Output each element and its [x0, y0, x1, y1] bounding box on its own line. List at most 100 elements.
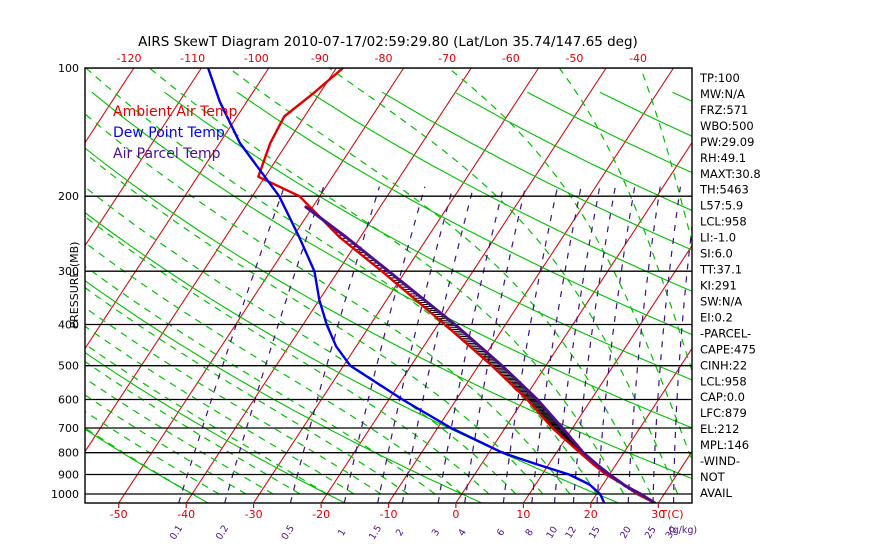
- mixing-ratio-tick: 1: [336, 527, 349, 538]
- top-temp-tick: -40: [629, 52, 647, 65]
- mixing-ratio-tick: 6: [495, 527, 508, 538]
- pressure-tick-label: 100: [58, 62, 79, 75]
- mixing-ratio-line: [652, 186, 681, 503]
- moist-adiabat-line: [85, 68, 598, 495]
- top-temp-tick: -120: [117, 52, 142, 65]
- mixing-ratio-line: [178, 186, 285, 503]
- moist-adiabat-line: [85, 360, 301, 495]
- top-temp-tick: -80: [375, 52, 393, 65]
- parameter-line: CAP:0.0: [700, 390, 745, 404]
- moist-adiabat-line: [85, 306, 382, 495]
- mixing-ratio-line: [596, 186, 636, 503]
- isotherm-line: [388, 68, 674, 503]
- pressure-tick-label: 800: [58, 447, 79, 460]
- isotherm-line: [455, 141, 692, 503]
- parameter-line: WBO:500: [700, 119, 754, 133]
- top-temp-tick: -90: [311, 52, 329, 65]
- mixing-ratio-line: [289, 186, 380, 503]
- page-title: AIRS SkewT Diagram 2010-07-17/02:59:29.8…: [138, 34, 638, 50]
- dry-adiabat-line: [91, 91, 692, 429]
- parameter-line: CINH:22: [700, 358, 747, 372]
- isotherm-line: [118, 68, 405, 503]
- isobar-gridlines: [85, 68, 692, 495]
- top-temp-tick: -110: [180, 52, 205, 65]
- bottom-temperature-axis: -50 -40 -30 -20 -10 0 10 20 30: [110, 503, 665, 521]
- mixing-ratio-line: [437, 186, 505, 503]
- mixing-ratio-tick: 8: [523, 527, 536, 538]
- mixing-ratio-line: [673, 222, 692, 503]
- parameter-line: NOT: [700, 470, 726, 484]
- bottom-temp-tick: -50: [110, 508, 128, 521]
- pressure-tick-label: 300: [58, 265, 79, 278]
- parameter-line: CAPE:475: [700, 342, 756, 356]
- parameter-line: FRZ:571: [700, 103, 748, 117]
- parameter-line: AVAIL: [700, 486, 733, 500]
- parameter-line: TT:37.1: [699, 263, 742, 277]
- mixing-ratio-tick: 25: [643, 525, 659, 541]
- mixing-ratio-tick: 10: [545, 525, 561, 541]
- parameter-line: LCL:958: [700, 215, 747, 229]
- mixing-ratio-line: [224, 186, 325, 503]
- mixing-ratio-line: [572, 186, 616, 503]
- mixing-ratio-tick: 3: [430, 527, 443, 538]
- mixing-ratio-lines: [178, 186, 692, 503]
- parameter-line: LCL:958: [700, 374, 747, 388]
- ambient-air-temp-curve: [257, 68, 657, 503]
- parameter-line: SW:N/A: [700, 295, 742, 309]
- parameter-line: MW:N/A: [700, 87, 745, 101]
- top-temperature-axis: -120 -110 -100 -90 -80 -70 -60 -50 -40: [117, 52, 647, 65]
- x-axis-label: T(C): [660, 508, 684, 521]
- mixing-ratio-tick: 12: [563, 525, 579, 541]
- moist-adiabat-line: [85, 343, 328, 495]
- y-axis-label: PRESSURE (MB): [68, 242, 81, 329]
- bottom-temp-tick: 20: [584, 508, 598, 521]
- mixing-ratio-tick: 15: [587, 525, 603, 541]
- top-temp-tick: -100: [244, 52, 269, 65]
- isotherm-line: [85, 68, 270, 350]
- bottom-temp-tick: 10: [516, 508, 530, 521]
- pressure-tick-label: 900: [58, 469, 79, 482]
- mixing-ratio-tick: 30: [664, 525, 680, 541]
- pressure-axis-labels: 100 200 300 400 500 600 700 800 900 1000: [51, 62, 79, 501]
- moist-adiabat-line: [640, 68, 692, 245]
- dry-adiabat-line: [85, 279, 483, 503]
- top-temp-tick: -50: [565, 52, 583, 65]
- isotherm-line: [85, 68, 337, 453]
- dry-adiabat-line: [236, 91, 692, 336]
- moist-adiabat-line: [85, 186, 517, 495]
- parameter-line: EI:0.2: [700, 310, 733, 324]
- pressure-tick-label: 700: [58, 422, 79, 435]
- parameter-line: SI:6.0: [700, 247, 733, 261]
- moist-adiabat-line: [85, 241, 463, 495]
- moist-adiabat-line: [85, 325, 355, 495]
- moist-adiabat-line: [85, 377, 274, 495]
- top-temp-tick: -60: [502, 52, 520, 65]
- dry-adiabat-line: [85, 211, 619, 503]
- pressure-tick-label: 400: [58, 319, 79, 332]
- parameter-panel: TP:100 MW:N/A FRZ:571 WBO:500 PW:29.09 RH:49.…: [699, 71, 761, 500]
- bottom-temp-tick: -40: [177, 508, 195, 521]
- pressure-tick-label: 1000: [51, 488, 79, 501]
- mixing-ratio-unit-label: (g/kg): [669, 525, 697, 536]
- parameter-line: KI:291: [700, 279, 737, 293]
- moist-adiabat-line: [85, 215, 490, 495]
- parameter-line: L57:5.9: [700, 199, 743, 213]
- isotherm-line: [185, 68, 472, 503]
- bottom-temp-tick: -10: [380, 508, 398, 521]
- mixing-ratio-line: [377, 186, 454, 503]
- isotherm-line: [85, 68, 135, 144]
- mixing-ratio-line: [553, 186, 601, 503]
- parameter-line: TP:100: [699, 71, 740, 85]
- bottom-temp-tick: -20: [312, 508, 330, 521]
- mixing-ratio-line: [502, 186, 559, 503]
- mixing-ratio-line: [531, 186, 582, 503]
- parameter-line: TH:5463: [699, 183, 749, 197]
- parameter-line: -WIND-: [700, 454, 740, 468]
- pressure-tick-label: 500: [58, 360, 79, 373]
- moist-adiabat-line: [148, 68, 625, 495]
- sounding-curves: [206, 68, 657, 503]
- legend-dewpoint-label: Dew Point Temp: [113, 125, 225, 141]
- mixing-ratio-line: [464, 186, 527, 503]
